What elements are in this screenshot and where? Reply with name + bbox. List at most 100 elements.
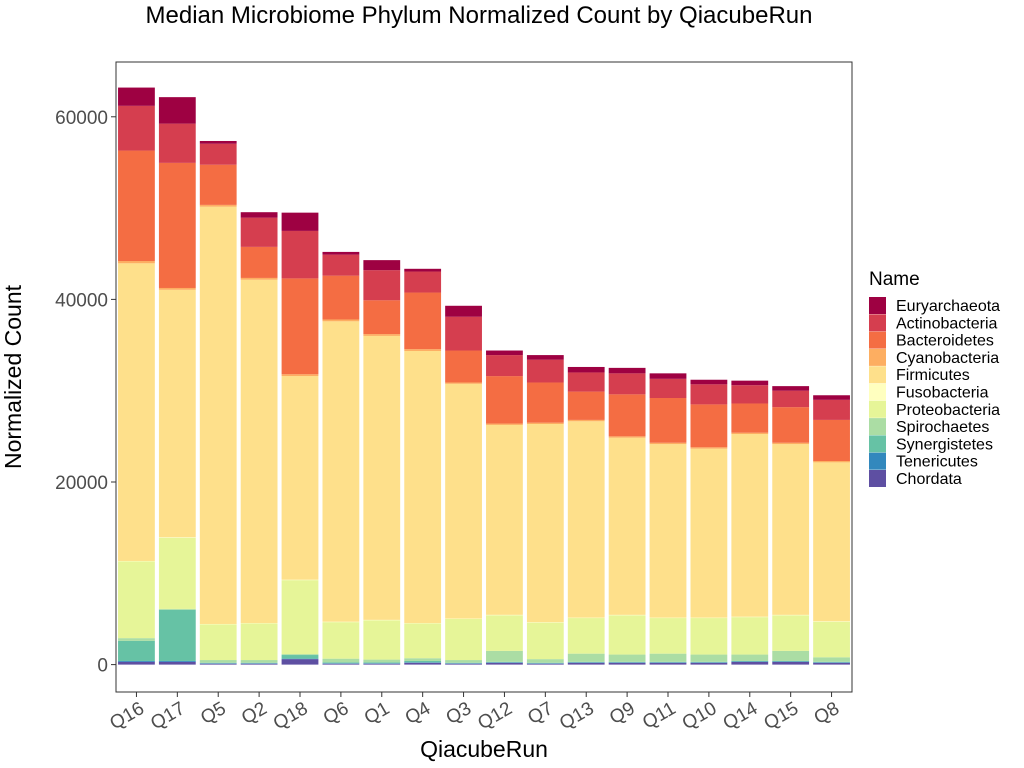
legend-swatch-fusobacteria (869, 383, 886, 401)
bar-segment-Q12-euryarchaeota (486, 350, 523, 356)
bar-segment-Q5-actinobacteria (199, 143, 237, 165)
bar-segment-Q2-bacteroidetes (240, 246, 278, 278)
bar-segment-Q16-tenericutes (118, 660, 155, 662)
y-tick-label: 40000 (55, 290, 108, 311)
bar-segment-Q17-bacteroidetes (158, 162, 196, 288)
bar-segment-Q6-bacteroidetes (322, 275, 360, 320)
legend-label-tenericutes: Tenericutes (896, 454, 978, 471)
bar-segment-Q15-euryarchaeota (772, 386, 810, 391)
bar-segment-Q15-chordata (772, 661, 810, 665)
bar-segment-Q7-chordata (526, 663, 564, 665)
legend-swatch-bacteroidetes (869, 331, 886, 349)
bar-segment-Q14-bacteroidetes (731, 403, 769, 433)
bar-segment-Q13-spirochaetes (567, 653, 605, 662)
bar-segment-Q18-cyanobacteria (281, 374, 319, 377)
x-tick-label-q4: Q4 (402, 698, 435, 729)
legend-label-firmicutes: Firmicutes (896, 367, 970, 384)
bar-segment-Q14-proteobacteria (731, 617, 769, 655)
bar-segment-Q9-euryarchaeota (608, 367, 646, 374)
bar-segment-Q16-cyanobacteria (118, 261, 155, 264)
bar-segment-Q18-actinobacteria (281, 230, 319, 279)
plot-panel-border (115, 61, 853, 693)
legend-title: Name (869, 269, 920, 290)
legend-swatch-firmicutes (869, 366, 886, 384)
bar-segment-Q8-euryarchaeota (813, 395, 850, 400)
legend-label-euryarchaeota: Euryarchaeota (896, 298, 1000, 315)
bar-segment-Q11-cyanobacteria (649, 442, 687, 445)
legend-label-cyanobacteria: Cyanobacteria (896, 350, 999, 367)
bar-segment-Q12-chordata (486, 662, 523, 665)
bar-segment-Q11-firmicutes (649, 444, 687, 618)
bar-segment-Q3-cyanobacteria (445, 382, 482, 384)
x-tick-label-q13: Q13 (556, 698, 598, 734)
bar-segment-Q16-firmicutes (118, 263, 155, 561)
legend: Name EuryarchaeotaActinobacteriaBacteroi… (869, 269, 1000, 488)
bar-segment-Q10-firmicutes (690, 448, 728, 618)
bar-segment-Q8-chordata (813, 662, 850, 665)
bar-segment-Q13-chordata (567, 662, 605, 665)
bar-segment-Q10-actinobacteria (690, 384, 728, 405)
x-tick-label-q5: Q5 (197, 698, 229, 729)
x-tick-label-q15: Q15 (761, 698, 803, 734)
bar-segment-Q18-synergistetes (281, 655, 319, 659)
x-tick-label-q17: Q17 (147, 698, 189, 734)
bar-segment-Q8-spirochaetes (813, 657, 850, 662)
bar-segment-Q12-firmicutes (486, 424, 523, 615)
legend-label-fusobacteria: Fusobacteria (896, 385, 989, 402)
bar-segment-Q12-cyanobacteria (486, 423, 523, 425)
bar-segment-Q16-synergistetes (118, 640, 155, 661)
bar-segment-Q6-chordata (322, 663, 360, 665)
legend-label-actinobacteria: Actinobacteria (896, 315, 997, 332)
legend-label-proteobacteria: Proteobacteria (896, 402, 1000, 419)
bar-segment-Q9-firmicutes (608, 437, 646, 615)
bar-segment-Q15-firmicutes (772, 444, 810, 615)
legend-swatch-spirochaetes (869, 418, 886, 436)
bar-segment-Q1-cyanobacteria (363, 334, 401, 336)
bar-segment-Q7-cyanobacteria (526, 422, 564, 425)
bar-segment-Q17-tenericutes (158, 660, 196, 662)
bar-segment-Q17-actinobacteria (158, 123, 196, 163)
bar-segment-Q8-proteobacteria (813, 621, 850, 658)
bar-segment-Q18-bacteroidetes (281, 278, 319, 375)
bar-segment-Q14-spirochaetes (731, 654, 769, 661)
bar-segment-Q6-euryarchaeota (322, 251, 360, 255)
legend-label-synergistetes: Synergistetes (896, 436, 993, 453)
x-tick-label-q1: Q1 (361, 698, 393, 729)
bar-segment-Q6-proteobacteria (322, 622, 360, 659)
bar-segment-Q9-chordata (608, 662, 646, 665)
bar-segment-Q7-spirochaetes (526, 659, 564, 663)
bar-segment-Q5-euryarchaeota (199, 140, 237, 144)
bar-segment-Q14-chordata (731, 661, 769, 665)
bar-segment-Q4-spirochaetes (404, 658, 442, 661)
x-tick-label-q3: Q3 (443, 698, 475, 729)
bar-segment-Q12-proteobacteria (486, 615, 523, 651)
bar-segment-Q10-spirochaetes (690, 654, 728, 662)
bar-segment-Q6-cyanobacteria (322, 319, 360, 322)
bar-segment-Q15-actinobacteria (772, 390, 810, 408)
bar-segment-Q13-firmicutes (567, 421, 605, 618)
bar-segment-Q6-synergistetes (322, 662, 360, 664)
bar-segment-Q11-actinobacteria (649, 378, 687, 398)
bar-segment-Q10-chordata (690, 662, 728, 665)
x-tick-label-q9: Q9 (606, 698, 638, 729)
bar-segment-Q2-euryarchaeota (240, 212, 278, 218)
bar-segment-Q9-actinobacteria (608, 373, 646, 395)
legend-swatch-euryarchaeota (869, 297, 886, 314)
bar-segment-Q3-chordata (445, 663, 482, 665)
bar-segment-Q3-bacteroidetes (445, 350, 482, 383)
bar-segment-Q8-cyanobacteria (813, 461, 850, 463)
bar-segment-Q1-actinobacteria (363, 270, 401, 301)
bar-segment-Q5-proteobacteria (199, 624, 237, 661)
y-tick-label: 60000 (55, 108, 108, 129)
bar-segment-Q2-firmicutes (240, 279, 278, 624)
bar-segment-Q17-cyanobacteria (158, 287, 196, 290)
bar-segment-Q15-cyanobacteria (772, 442, 810, 445)
bar-segment-Q12-bacteroidetes (486, 376, 523, 424)
bar-segment-Q5-firmicutes (199, 206, 237, 624)
bar-segment-Q9-bacteroidetes (608, 394, 646, 437)
x-axis: Q16 Q17 Q5 Q2 Q18 Q6 Q1 Q4 Q3 Q12 Q7 Q13 Q9 Q11 Q10 Q14… (106, 692, 843, 734)
x-tick-label-q2: Q2 (238, 698, 270, 729)
bar-segment-Q18-chordata (281, 659, 319, 665)
bar-segment-Q5-chordata (199, 663, 237, 665)
